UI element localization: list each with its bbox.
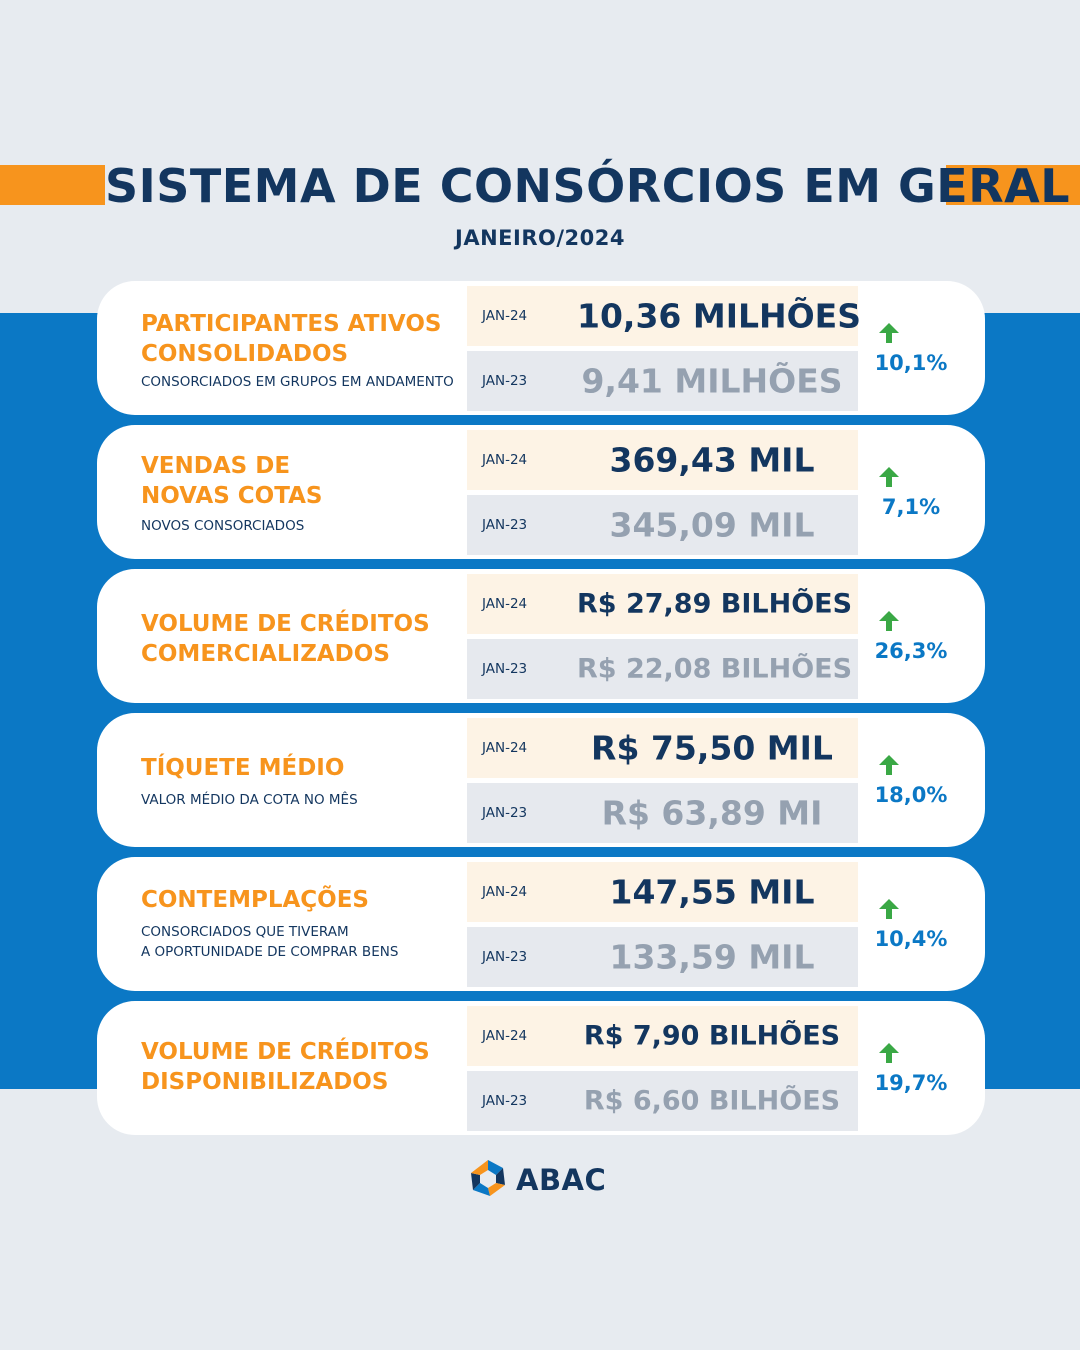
previous-value-row: JAN-23 R$ 63,89 MI: [467, 783, 858, 843]
previous-value: R$ 22,08 BILHÕES: [577, 653, 853, 685]
title-accent-bar-left: [0, 165, 105, 205]
metric-card: VOLUME DE CRÉDITOS COMERCIALIZADOS JAN-24…: [97, 569, 985, 703]
current-value: R$ 75,50 MIL: [591, 728, 833, 768]
abac-logo-icon: [471, 1160, 505, 1196]
current-period-label: JAN-24: [482, 308, 528, 324]
metric-description: CONSORCIADOS EM GRUPOS EM ANDAMENTO: [141, 374, 454, 390]
current-value-row: JAN-24 147,55 MIL: [467, 862, 858, 922]
metric-description: VALOR MÉDIO DA COTA NO MÊS: [141, 792, 358, 808]
metric-title: VOLUME DE CRÉDITOS COMERCIALIZADOS: [141, 611, 430, 667]
previous-value: 133,59 MIL: [609, 937, 815, 977]
previous-value: 345,09 MIL: [609, 505, 815, 545]
previous-period-label: JAN-23: [482, 661, 528, 677]
current-value-row: JAN-24 369,43 MIL: [467, 430, 858, 490]
previous-value-row: JAN-23 9,41 MILHÕES: [467, 351, 858, 411]
page-title: SISTEMA DE CONSÓRCIOS EM GERAL: [105, 159, 1071, 213]
previous-value-row: JAN-23 345,09 MIL: [467, 495, 858, 555]
current-value-row: JAN-24 R$ 75,50 MIL: [467, 718, 858, 778]
arrow-up-icon: [879, 611, 899, 631]
arrow-up-icon: [879, 755, 899, 775]
metric-description: CONSORCIADOS QUE TIVERAM A OPORTUNIDADE …: [141, 924, 399, 960]
arrow-up-icon: [879, 323, 899, 343]
change-percentage: 26,3%: [874, 639, 948, 663]
current-value: 369,43 MIL: [609, 440, 815, 480]
current-period-label: JAN-24: [482, 740, 528, 756]
change-percentage: 7,1%: [881, 495, 941, 519]
current-period-label: JAN-24: [482, 1028, 528, 1044]
metric-title: TÍQUETE MÉDIO: [141, 755, 345, 781]
current-value: R$ 7,90 BILHÕES: [583, 1020, 841, 1052]
previous-period-label: JAN-23: [482, 517, 528, 533]
previous-period-label: JAN-23: [482, 373, 528, 389]
metric-title: VENDAS DE NOVAS COTAS: [141, 453, 323, 509]
abac-logo: ABAC: [466, 1157, 616, 1203]
current-period-label: JAN-24: [482, 452, 528, 468]
metric-card: CONTEMPLAÇÕES CONSORCIADOS QUE TIVERAM A …: [97, 857, 985, 991]
current-value: R$ 27,89 BILHÕES: [577, 588, 853, 620]
page-subtitle: JANEIRO/2024: [455, 226, 625, 250]
metric-card: PARTICIPANTES ATIVOS CONSOLIDADOS CONSORC…: [97, 281, 985, 415]
previous-period-label: JAN-23: [482, 1093, 528, 1109]
metric-description: NOVOS CONSORCIADOS: [141, 518, 305, 534]
metric-card: TÍQUETE MÉDIO VALOR MÉDIO DA COTA NO MÊS J…: [97, 713, 985, 847]
previous-period-label: JAN-23: [482, 805, 528, 821]
current-value: 147,55 MIL: [609, 872, 815, 912]
arrow-up-icon: [879, 467, 899, 487]
change-percentage: 10,1%: [874, 351, 948, 375]
change-percentage: 18,0%: [874, 783, 948, 807]
metric-card: VOLUME DE CRÉDITOS DISPONIBILIZADOS JAN-2…: [97, 1001, 985, 1135]
metric-title: CONTEMPLAÇÕES: [141, 887, 369, 913]
previous-value: 9,41 MILHÕES: [581, 361, 843, 401]
title-accent-bar-right: [946, 165, 1080, 205]
current-period-label: JAN-24: [482, 884, 528, 900]
current-period-label: JAN-24: [482, 596, 528, 612]
previous-value-row: JAN-23 R$ 22,08 BILHÕES: [467, 639, 858, 699]
abac-logo-text: ABAC: [516, 1163, 607, 1197]
current-value: 10,36 MILHÕES: [577, 296, 861, 336]
previous-value-row: JAN-23 R$ 6,60 BILHÕES: [467, 1071, 858, 1131]
arrow-up-icon: [879, 1043, 899, 1063]
previous-period-label: JAN-23: [482, 949, 528, 965]
current-value-row: JAN-24 R$ 7,90 BILHÕES: [467, 1006, 858, 1066]
metric-title: PARTICIPANTES ATIVOS CONSOLIDADOS: [141, 311, 442, 367]
current-value-row: JAN-24 10,36 MILHÕES: [467, 286, 861, 346]
change-percentage: 19,7%: [874, 1071, 948, 1095]
previous-value: R$ 63,89 MI: [601, 793, 823, 833]
previous-value-row: JAN-23 133,59 MIL: [467, 927, 858, 987]
arrow-up-icon: [879, 899, 899, 919]
change-percentage: 10,4%: [874, 927, 948, 951]
current-value-row: JAN-24 R$ 27,89 BILHÕES: [467, 574, 858, 634]
metric-title: VOLUME DE CRÉDITOS DISPONIBILIZADOS: [141, 1039, 430, 1095]
previous-value: R$ 6,60 BILHÕES: [583, 1085, 841, 1117]
metric-card: VENDAS DE NOVAS COTAS NOVOS CONSORCIADOS J…: [97, 425, 985, 559]
